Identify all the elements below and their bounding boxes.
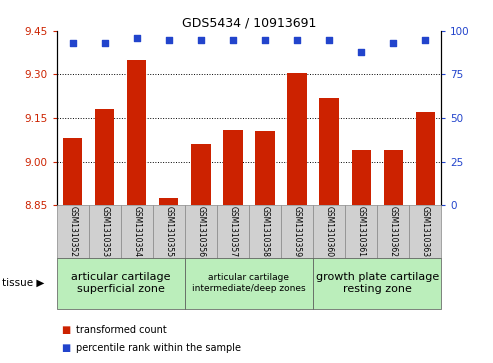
Bar [313, 258, 441, 309]
Bar [217, 205, 249, 258]
Point [197, 37, 205, 42]
Point [229, 37, 237, 42]
Bar [185, 205, 217, 258]
Bar [63, 138, 82, 205]
Bar [95, 109, 114, 205]
Text: articular cartilage
intermediate/deep zones: articular cartilage intermediate/deep zo… [192, 273, 306, 293]
Title: GDS5434 / 10913691: GDS5434 / 10913691 [182, 17, 316, 30]
Point [69, 40, 77, 46]
Point [421, 37, 429, 42]
Bar [127, 60, 146, 205]
Point [325, 37, 333, 42]
Bar [153, 205, 185, 258]
Point [389, 40, 397, 46]
Point [261, 37, 269, 42]
Text: GSM1310354: GSM1310354 [132, 206, 141, 257]
Text: articular cartilage
superficial zone: articular cartilage superficial zone [71, 272, 171, 294]
Bar [313, 205, 345, 258]
Bar [384, 150, 403, 205]
Text: transformed count: transformed count [76, 325, 167, 335]
Bar [223, 130, 243, 205]
Text: GSM1310362: GSM1310362 [388, 206, 398, 257]
Bar [249, 205, 281, 258]
Bar [409, 205, 441, 258]
Text: GSM1310358: GSM1310358 [260, 206, 270, 257]
Text: GSM1310360: GSM1310360 [324, 206, 334, 257]
Text: percentile rank within the sample: percentile rank within the sample [76, 343, 242, 354]
Bar [345, 205, 377, 258]
Text: ■: ■ [62, 343, 71, 354]
Bar [121, 205, 153, 258]
Text: GSM1310357: GSM1310357 [228, 206, 238, 257]
Text: GSM1310356: GSM1310356 [196, 206, 206, 257]
Bar [416, 112, 435, 205]
Text: ■: ■ [62, 325, 71, 335]
Bar [255, 131, 275, 205]
Bar [185, 258, 313, 309]
Bar [287, 73, 307, 205]
Bar [57, 258, 185, 309]
Bar [57, 205, 89, 258]
Bar [191, 144, 211, 205]
Point [133, 35, 141, 41]
Bar [281, 205, 313, 258]
Point [293, 37, 301, 42]
Text: GSM1310353: GSM1310353 [100, 206, 109, 257]
Text: GSM1310361: GSM1310361 [356, 206, 366, 257]
Point [357, 49, 365, 55]
Text: GSM1310359: GSM1310359 [292, 206, 302, 257]
Bar [89, 205, 121, 258]
Bar [377, 205, 409, 258]
Bar [352, 150, 371, 205]
Text: tissue ▶: tissue ▶ [2, 278, 45, 288]
Text: growth plate cartilage
resting zone: growth plate cartilage resting zone [316, 272, 439, 294]
Bar [319, 98, 339, 205]
Point [165, 37, 173, 42]
Text: GSM1310363: GSM1310363 [421, 206, 430, 257]
Text: GSM1310352: GSM1310352 [68, 206, 77, 257]
Text: GSM1310355: GSM1310355 [164, 206, 174, 257]
Point [101, 40, 108, 46]
Bar [159, 198, 178, 205]
